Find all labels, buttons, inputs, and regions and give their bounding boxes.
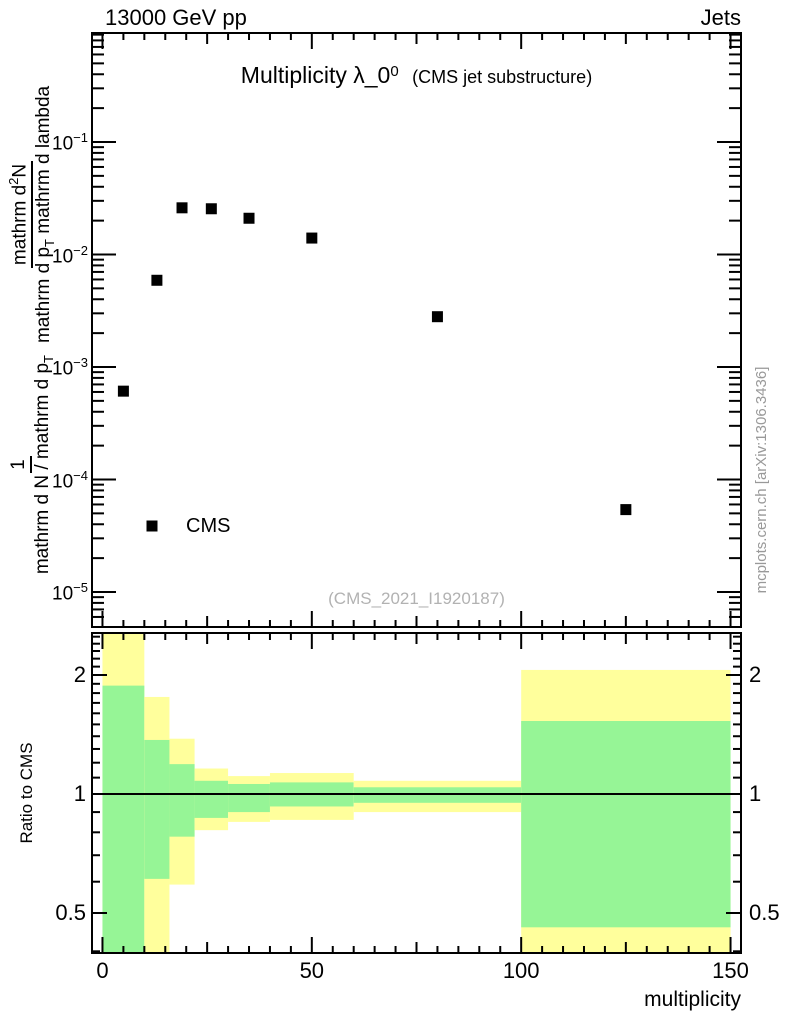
main-y-tick-label: 10−4 [52, 467, 88, 492]
main-y-tick-label: 10−2 [52, 242, 88, 267]
data-point-marker [117, 385, 129, 397]
legend-marker-square [146, 520, 158, 532]
data-point-marker [306, 232, 318, 244]
ratio-y-tick-label-left: 0.5 [55, 900, 86, 925]
x-axis-label: multiplicity [644, 988, 741, 1011]
data-point-marker [151, 274, 163, 286]
plot-title: Multiplicity λ_00 (CMS jet substructure) [92, 62, 741, 89]
plot-title-main: Multiplicity λ_0 [240, 62, 391, 88]
ratio-y-tick-label-left: 2 [73, 662, 86, 687]
beam-energy-label: 13000 GeV pp [105, 5, 247, 30]
x-tick-label: 150 [712, 958, 749, 983]
data-point-marker [176, 202, 188, 214]
ratio-band-green [228, 783, 270, 813]
x-tick-label: 50 [299, 958, 325, 983]
x-tick-label: 100 [502, 958, 540, 983]
analysis-id-watermark: (CMS_2021_I1920187) [328, 589, 505, 608]
plot-title-paren: (CMS jet substructure) [412, 67, 593, 87]
data-point-marker [620, 504, 632, 516]
y-label-frac1-num: 1 [7, 456, 32, 473]
ratio-band-green [169, 764, 195, 837]
analysis-group-label: Jets [700, 5, 741, 30]
data-point-marker [431, 311, 443, 323]
ratio-band-green [521, 720, 731, 928]
ratio-band-green [353, 787, 522, 803]
main-y-tick-label: 10−3 [52, 355, 88, 380]
ratio-band-green [102, 685, 145, 953]
ratio-y-tick-label-right: 0.5 [749, 900, 780, 925]
side-note-text: mcplots.cern.ch [arXiv:1306.3436] [752, 366, 770, 594]
ratio-y-tick-label-right: 1 [749, 781, 762, 806]
side-note: mcplots.cern.ch [arXiv:1306.3436] [746, 325, 776, 635]
ratio-band-green [144, 739, 170, 879]
y-label-frac2-num: mathrm d2N [6, 160, 33, 269]
data-point-marker [205, 203, 217, 215]
main-y-axis-label: 1 mathrm d N / mathrm d pT mathrm d2N ma… [0, 33, 64, 627]
y-label-fraction-1: 1 mathrm d N / mathrm d pT [7, 353, 57, 576]
ratio-band-green [194, 780, 229, 818]
ratio-y-tick-label-right: 2 [749, 662, 762, 687]
ratio-y-tick-label-left: 1 [73, 781, 86, 806]
main-y-tick-label: 10−5 [52, 580, 88, 605]
y-label-frac2-den: mathrm d pT mathrm d lambda [32, 85, 57, 344]
y-label-frac1-den: mathrm d N / mathrm d pT [31, 355, 56, 575]
plot-title-superscript: 0 [390, 63, 399, 80]
x-tick-label: 0 [96, 958, 109, 983]
main-y-tick-label: 10−1 [52, 130, 88, 155]
y-label-fraction-2: mathrm d2N mathrm d pT mathrm d lambda [6, 84, 58, 345]
legend-entry-cms-label: CMS [186, 515, 231, 537]
data-point-marker [243, 212, 255, 224]
